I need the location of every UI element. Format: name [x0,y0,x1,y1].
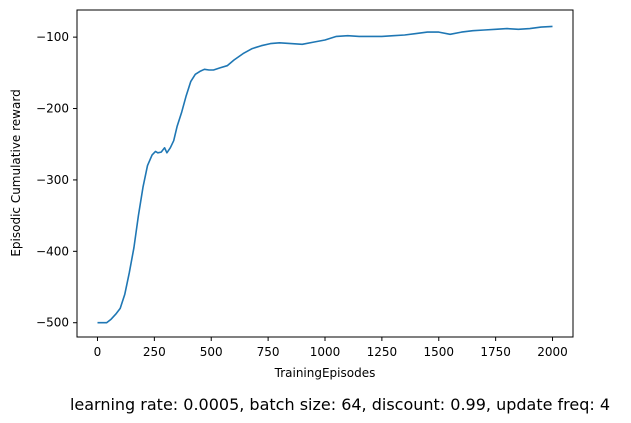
x-axis: 0 250 500 750 1000 1250 1500 1750 2000 [94,337,568,359]
y-tick-label: −100 [36,30,69,44]
y-tick-label: −200 [36,102,69,116]
x-axis-label: TrainingEpisodes [274,366,376,380]
x-tick-label: 750 [257,345,280,359]
y-tick-label: −500 [36,316,69,330]
y-axis-label: Episodic Cumulative reward [9,89,23,256]
x-tick-label: 1750 [480,345,511,359]
x-tick-label: 1000 [310,345,341,359]
y-tick-label: −400 [36,244,69,258]
x-tick-label: 250 [143,345,166,359]
y-axis: −500 −400 −300 −200 −100 [36,30,77,330]
series-line-0 [97,25,553,324]
y-tick-label: −300 [36,173,69,187]
x-tick-label: 500 [200,345,223,359]
plot-area: 0 250 500 750 1000 1250 1500 1750 2000 −500−400−… [36,9,574,359]
series-group [97,25,553,324]
caption: learning rate: 0.0005, batch size: 64, d… [70,395,610,414]
x-tick-label: 2000 [537,345,568,359]
x-tick-label: 1500 [423,345,454,359]
x-tick-label: 0 [94,345,102,359]
x-tick-label: 1250 [367,345,398,359]
plot-frame [76,9,574,338]
